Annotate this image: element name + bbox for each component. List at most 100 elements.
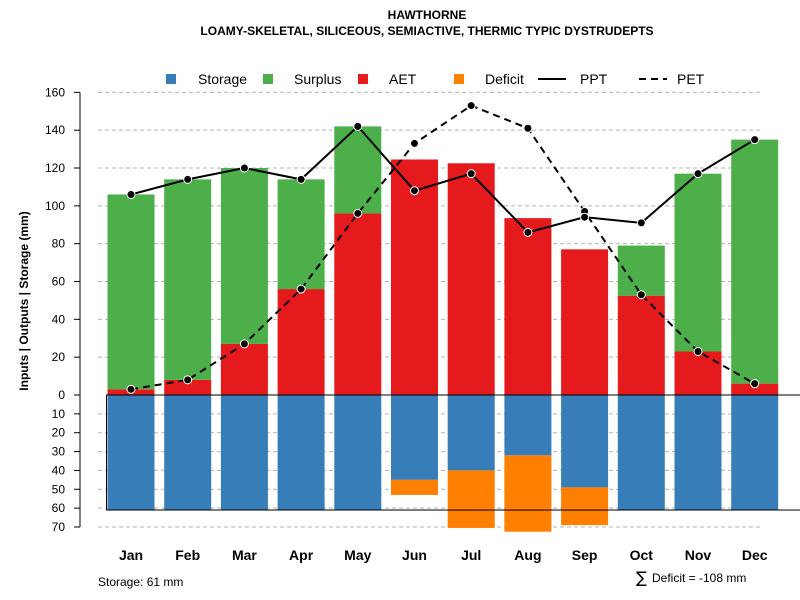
y-tick-label: 60 [52, 275, 66, 289]
deficit-note: Deficit = -108 mm [652, 571, 746, 585]
month-label: Sep [572, 547, 598, 563]
month-label: Jul [461, 547, 481, 563]
aet-bar [277, 289, 325, 395]
lower-bars [107, 395, 779, 532]
surplus-bar [277, 179, 325, 290]
storage-bar [561, 395, 609, 488]
y-tick-label: 70 [52, 520, 66, 534]
storage-bar [391, 395, 438, 480]
month-label: Mar [232, 547, 257, 563]
month-label: May [344, 547, 371, 563]
aet-bar [447, 163, 495, 395]
pet-line-point [693, 346, 703, 356]
storage-note: Storage: 61 mm [98, 575, 183, 589]
month-label: Dec [742, 547, 768, 563]
storage-capacity-frame [106, 394, 800, 511]
storage-bar [334, 395, 382, 511]
legend-aet-label: AET [389, 71, 417, 87]
pet-line-point [466, 101, 476, 111]
surplus-bar [674, 173, 722, 352]
aet-bar [504, 218, 552, 395]
month-label: Jan [119, 547, 143, 563]
pet-line-point [126, 384, 136, 394]
storage-bar [277, 395, 325, 511]
y-axis: 0 20 40 60 80 100 120 140 160 10 20 30 40 50 60 70 [45, 85, 81, 534]
aet-bar [334, 213, 382, 395]
legend-ppt-label: PPT [580, 71, 608, 87]
month-label: Jun [402, 547, 427, 563]
pet-line [130, 104, 756, 391]
aet-bar [164, 379, 212, 395]
legend-deficit-label: Deficit [485, 71, 524, 87]
y-tick-label: 10 [52, 407, 66, 421]
storage-bar [504, 395, 552, 456]
surplus-bar [731, 139, 779, 384]
pet-line-point [353, 208, 363, 218]
y-tick-label: 30 [52, 445, 66, 459]
y-tick-label: 140 [45, 123, 65, 137]
aet-bar [674, 351, 722, 395]
deficit-bar [504, 455, 552, 532]
month-label: Nov [685, 547, 712, 563]
chart-title: HAWTHORNE [388, 8, 467, 22]
legend-aet-swatch [358, 74, 368, 84]
month-label: Apr [289, 547, 314, 563]
storage-bar [447, 395, 495, 471]
y-tick-label: 160 [45, 85, 65, 99]
legend-storage-swatch [166, 74, 176, 84]
x-axis-labels: Jan Feb Mar Apr May Jun Jul Aug Sep Oct Nov Dec [119, 547, 768, 563]
ppt-line-point [466, 169, 476, 179]
surplus-bar [334, 126, 382, 214]
ppt-line-point [523, 227, 533, 237]
y-tick-label: 40 [52, 312, 66, 326]
ppt-line [130, 124, 756, 234]
pet-line-point [183, 375, 193, 385]
y-tick-label: 100 [45, 199, 65, 213]
y-tick-label: 120 [45, 161, 65, 175]
ppt-line-point [296, 174, 306, 184]
y-axis-label: Inputs | Outputs | Storage (mm) [17, 211, 31, 390]
aet-bar [617, 295, 665, 395]
aet-bar [220, 343, 268, 395]
y-tick-label: 80 [52, 237, 66, 251]
y-tick-label: 20 [52, 426, 66, 440]
month-label: Feb [175, 547, 200, 563]
storage-bar [164, 395, 212, 511]
ppt-line-point [693, 169, 703, 179]
ppt-line-point [750, 135, 760, 145]
sum-symbol: ∑ [636, 568, 647, 587]
month-label: Oct [630, 547, 654, 563]
lines [126, 101, 760, 394]
deficit-bar [561, 487, 609, 526]
legend-surplus-swatch [263, 74, 273, 84]
y-tick-label: 0 [58, 388, 65, 402]
y-tick-label: 40 [52, 463, 66, 477]
surplus-bar [164, 179, 212, 380]
deficit-bar [391, 479, 438, 495]
month-label: Aug [514, 547, 541, 563]
y-tick-label: 20 [52, 350, 66, 364]
ppt-line-point [353, 121, 363, 131]
surplus-bar [107, 194, 155, 390]
pet-line-point [410, 138, 419, 148]
aet-bar [391, 159, 438, 395]
legend-surplus-label: Surplus [294, 71, 341, 87]
legend: Storage Surplus AET Deficit PPT PET [166, 71, 705, 87]
storage-frame [106, 394, 800, 511]
pet-line-point [636, 290, 646, 300]
storage-bar [220, 395, 268, 511]
pet-line-point [296, 284, 306, 294]
storage-bar [674, 395, 722, 511]
aet-bar [731, 383, 779, 395]
deficit-bar [447, 470, 495, 528]
y-tick-label: 50 [52, 482, 66, 496]
aet-bar [561, 249, 609, 395]
ppt-line-point [239, 163, 249, 173]
ppt-line-point [410, 186, 419, 196]
surplus-bar [220, 168, 268, 344]
ppt-line-point [126, 189, 136, 199]
storage-bar [731, 395, 779, 511]
y-tick-label: 60 [52, 501, 66, 515]
storage-bar [107, 395, 155, 511]
